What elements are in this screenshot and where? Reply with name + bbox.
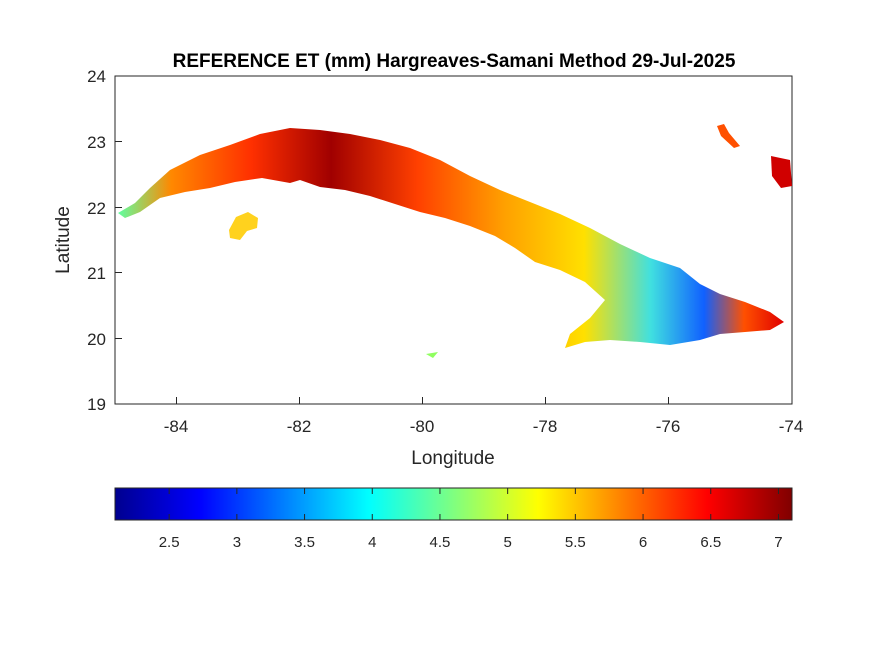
small-cay: [426, 352, 438, 358]
cuba-main-island: [118, 128, 784, 348]
plot-area: [114, 75, 793, 405]
x-axis: -84 -82 -80 -78 -76 -74: [164, 397, 804, 436]
isla-de-la-juventud: [229, 212, 258, 240]
colorbar-tick-label: 6: [639, 534, 647, 551]
cay-north: [717, 124, 740, 148]
x-tick-label: -76: [656, 417, 681, 436]
y-tick-label: 21: [87, 264, 106, 283]
colorbar-tick-label: 5: [503, 534, 511, 551]
x-tick-label: -74: [779, 417, 804, 436]
colorbar-tick-label: 6.5: [700, 534, 721, 551]
y-tick-label: 20: [87, 330, 106, 349]
x-tick-label: -82: [287, 417, 312, 436]
x-tick-label: -78: [533, 417, 558, 436]
x-axis-label: Longitude: [411, 448, 494, 469]
y-tick-label: 23: [87, 133, 106, 152]
y-tick-label: 22: [87, 199, 106, 218]
y-tick-label: 19: [87, 395, 106, 414]
colorbar-gradient: [114, 487, 793, 521]
y-axis: 24 23 22 21 20 19: [87, 67, 122, 414]
y-tick-label: 24: [87, 67, 106, 86]
et-data-field: [118, 124, 792, 358]
colorbar-tick-label: 5.5: [565, 534, 586, 551]
chart-title: REFERENCE ET (mm) Hargreaves-Samani Meth…: [173, 51, 736, 72]
colorbar-tick-label: 3: [233, 534, 241, 551]
colorbar-tick-label: 4: [368, 534, 376, 551]
hispaniola-edge: [771, 156, 792, 188]
x-tick-label: -80: [410, 417, 435, 436]
colorbar-tick-label: 3.5: [294, 534, 315, 551]
colorbar-tick-label: 4.5: [430, 534, 451, 551]
y-axis-label: Latitude: [53, 206, 74, 274]
x-tick-label: -84: [164, 417, 189, 436]
colorbar: 2.5 3 3.5 4 4.5 5 5.5 6 6.5 7: [114, 487, 793, 551]
colorbar-tick-label: 2.5: [159, 534, 180, 551]
colorbar-tick-label: 7: [774, 534, 782, 551]
